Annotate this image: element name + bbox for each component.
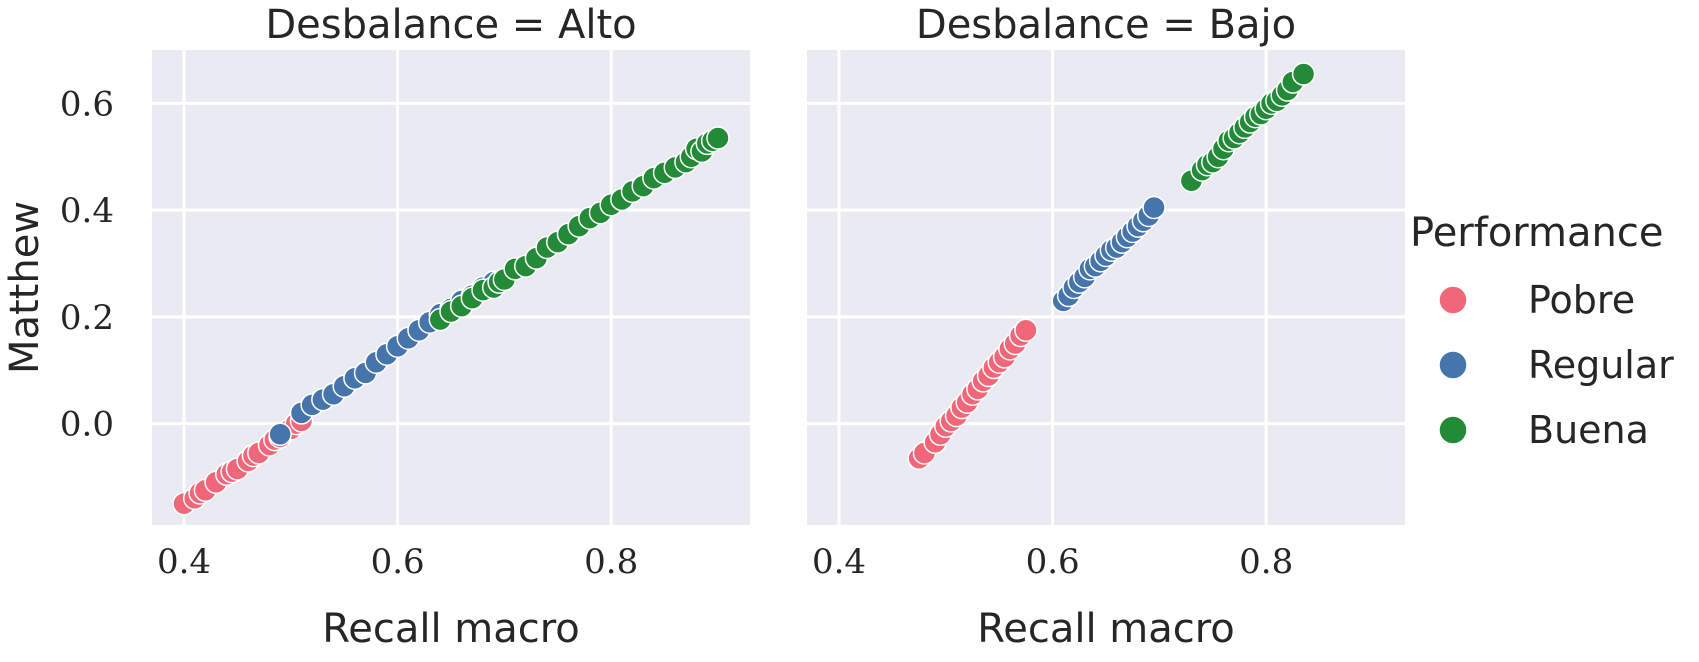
panel-title: Desbalance = Alto [265,2,636,48]
data-point [1142,195,1166,220]
plot-background [807,50,1405,525]
data-point [706,126,730,150]
x-tick-label: 0.8 [584,542,638,582]
legend-label-regular: Regular [1528,343,1674,387]
x-tick-label: 0.6 [371,542,425,582]
legend-label-buena: Buena [1528,408,1649,452]
data-point [268,422,292,447]
x-tick-label: 0.8 [1239,542,1293,582]
y-tick-label: 0.0 [60,405,114,445]
x-axis-label: Recall macro [322,606,580,652]
x-tick-label: 0.4 [157,542,211,582]
series-regular [1051,195,1166,313]
panel-title: Desbalance = Bajo [916,2,1296,48]
x-axis-label: Recall macro [977,606,1235,652]
panel-1: Desbalance = Alto 0.4 0.6 0.8 0.0 0.2 0.4 0.6 Re… [2,2,750,652]
series-buena [428,126,730,332]
legend: Performance Pobre Regular Buena [1410,210,1674,452]
legend-marker-buena [1438,415,1468,445]
x-tick-label: 0.6 [1026,542,1080,582]
data-point [1291,62,1316,86]
legend-label-pobre: Pobre [1528,278,1635,322]
series-pobre [907,318,1038,471]
legend-title: Performance [1410,210,1663,256]
legend-marker-pobre [1438,285,1468,315]
legend-marker-regular [1438,350,1468,380]
data-point [1014,318,1038,342]
x-tick-label: 0.4 [812,542,866,582]
y-axis-label: Matthew [2,201,48,374]
y-tick-label: 0.2 [60,298,114,338]
series-buena [1179,62,1316,193]
y-tick-label: 0.4 [60,191,114,231]
y-tick-label: 0.6 [60,84,114,124]
